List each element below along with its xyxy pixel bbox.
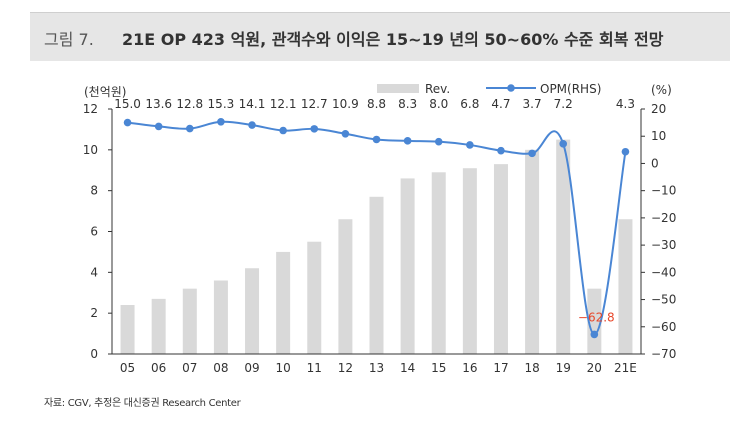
left-unit-label: (천억원)	[84, 84, 126, 99]
left-tick-label: 6	[90, 225, 98, 239]
bar-rev	[276, 251, 291, 354]
opm-data-label: 6.8	[460, 97, 479, 111]
opm-point	[154, 122, 163, 131]
right-tick-label: −60	[651, 320, 676, 334]
opm-data-label: 3.7	[523, 97, 542, 111]
right-tick-label: 10	[651, 129, 666, 143]
bar-rev	[587, 288, 602, 354]
legend-rev-swatch	[377, 84, 419, 93]
bar-rev	[525, 149, 540, 354]
x-tick-label: 07	[182, 361, 197, 375]
opm-point	[123, 118, 132, 127]
bar-rev	[307, 241, 322, 354]
opm-data-label: 15.3	[208, 97, 235, 111]
opm-point	[528, 149, 536, 158]
bar-rev	[556, 139, 571, 354]
right-tick-label: −10	[651, 184, 676, 198]
opm-data-label: 12.8	[176, 97, 203, 111]
left-tick-label: 8	[90, 184, 98, 198]
opm-data-label: 4.3	[616, 97, 635, 111]
bar-rev	[618, 219, 633, 354]
opm-point	[590, 330, 599, 339]
opm-data-label: 14.1	[239, 97, 266, 111]
bar-rev	[182, 288, 197, 354]
x-tick-label: 06	[151, 361, 166, 375]
legend-opm-label: OPM(RHS)	[540, 82, 601, 96]
right-tick-label: 0	[651, 156, 659, 170]
legend-rev-label: Rev.	[425, 82, 450, 96]
x-tick-label: 19	[556, 361, 571, 375]
opm-point	[497, 146, 505, 155]
bar-rev	[369, 196, 384, 354]
x-tick-label: 18	[524, 361, 539, 375]
opm-point	[559, 140, 568, 148]
opm-point	[279, 126, 287, 135]
bar-rev	[120, 305, 135, 354]
left-tick-label: 4	[90, 265, 98, 279]
right-tick-label: −30	[651, 238, 676, 252]
bar-rev	[245, 268, 260, 354]
opm-data-label: 13.6	[145, 97, 172, 111]
left-tick-label: 2	[90, 306, 98, 320]
opm-point	[341, 129, 350, 138]
x-tick-label: 12	[338, 361, 353, 375]
opm-point	[403, 137, 412, 145]
bar-rev	[338, 219, 353, 354]
opm-point	[310, 125, 319, 133]
opm-data-label: 8.0	[429, 97, 448, 111]
opm-data-label: 12.7	[301, 97, 328, 111]
opm-point	[217, 117, 225, 126]
opm-data-label: 8.8	[367, 97, 386, 111]
opm-data-label: −62.8	[578, 310, 615, 324]
x-tick-label: 20	[587, 361, 602, 375]
bar-rev	[151, 298, 166, 354]
opm-data-label: 4.7	[491, 97, 510, 111]
bar-rev	[431, 172, 446, 354]
opm-point	[248, 121, 256, 129]
x-tick-label: 13	[369, 361, 384, 375]
opm-data-label: 15.0	[114, 97, 141, 111]
x-tick-label: 09	[244, 361, 259, 375]
x-tick-label: 15	[431, 361, 446, 375]
right-tick-label: −50	[651, 293, 676, 307]
figure-header: 그림 7. 21E OP 423 억원, 관객수와 이익은 15~19 년의 5…	[30, 12, 730, 61]
x-tick-label: 16	[462, 361, 477, 375]
legend-opm-marker	[507, 84, 515, 92]
opm-point	[621, 147, 630, 156]
opm-data-label: 12.1	[270, 97, 297, 111]
x-tick-label: 05	[120, 361, 135, 375]
bar-rev	[462, 168, 477, 354]
right-unit-label: (%)	[651, 83, 672, 97]
opm-point	[372, 135, 381, 144]
left-tick-label: 12	[83, 102, 98, 116]
source-note: 자료: CGV, 추정은 대신증권 Research Center	[44, 398, 241, 409]
opm-data-label: 7.2	[554, 97, 573, 111]
opm-data-label: 10.9	[332, 97, 359, 111]
left-tick-label: 0	[90, 347, 98, 361]
right-tick-label: −40	[651, 265, 676, 279]
right-tick-label: −70	[651, 347, 676, 361]
opm-data-label: 8.3	[398, 97, 417, 111]
opm-point	[434, 137, 443, 146]
figure-label: 그림 7.	[44, 30, 94, 49]
opm-point	[185, 124, 194, 133]
bar-rev	[493, 164, 508, 354]
right-tick-label: 20	[651, 102, 666, 116]
bar-rev	[400, 178, 415, 354]
x-tick-label: 14	[400, 361, 415, 375]
x-tick-label: 21E	[614, 361, 637, 375]
x-tick-label: 10	[276, 361, 291, 375]
left-tick-label: 10	[83, 143, 98, 157]
x-tick-label: 17	[493, 361, 508, 375]
right-tick-label: −20	[651, 211, 676, 225]
bar-rev	[213, 280, 228, 354]
opm-point	[466, 141, 474, 149]
x-tick-label: 08	[213, 361, 228, 375]
figure-title: 21E OP 423 억원, 관객수와 이익은 15~19 년의 50~60% …	[122, 30, 664, 49]
x-tick-label: 11	[307, 361, 322, 375]
